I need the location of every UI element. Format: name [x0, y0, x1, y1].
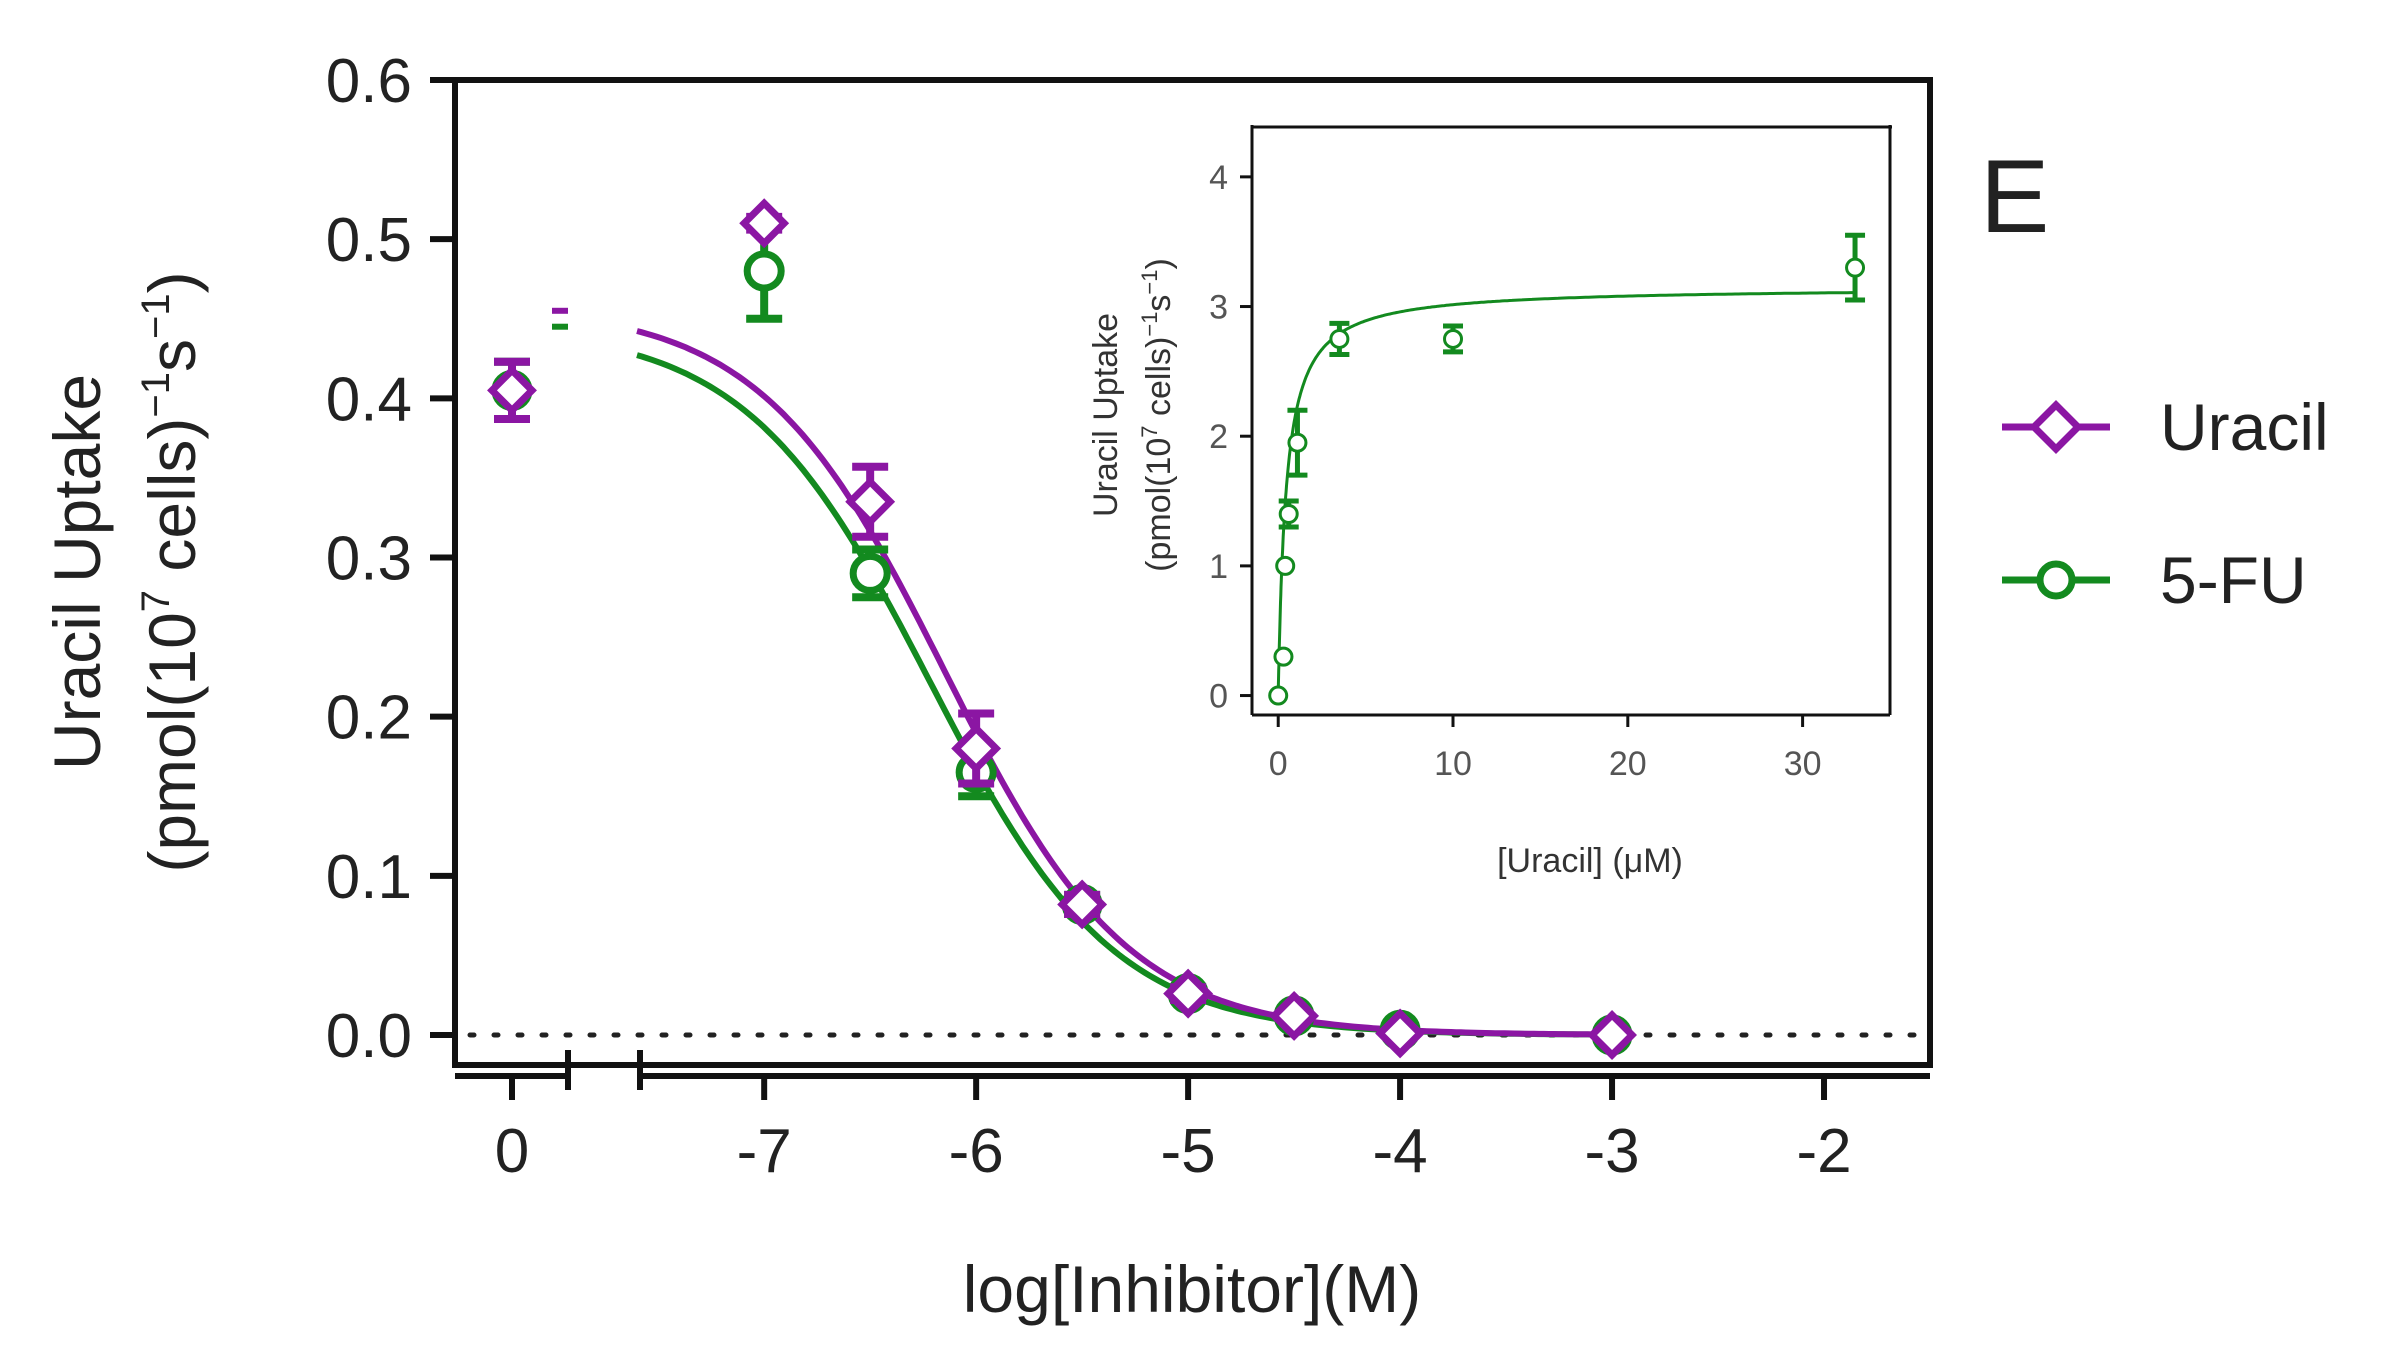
inset-x-axis-label: [Uracil] (μM) — [1497, 842, 1683, 880]
main-y-axis: 0.0 0.1 0.2 0.3 0.4 0.5 0.6 — [326, 47, 458, 1071]
main-y-tick-label: 0.5 — [326, 206, 412, 275]
main-y-tick-label: 0.1 — [326, 843, 412, 912]
main-y-tick-label: 0.0 — [326, 1002, 412, 1071]
main-x-tick-label: -3 — [1584, 1117, 1639, 1186]
point-uracil — [739, 198, 790, 249]
inset-y-tick-label: 3 — [1209, 289, 1228, 327]
inset-unit-superscript-neg1-b: −1 — [1137, 269, 1162, 294]
point-uracil — [845, 476, 896, 527]
main-x-tick-label: -5 — [1161, 1117, 1216, 1186]
point-uracil — [1269, 990, 1320, 1041]
inset-x-tick-label: 30 — [1784, 745, 1822, 783]
legend-item-5fu: 5-FU — [2002, 543, 2307, 617]
main-x-tick-label-control: 0 — [495, 1117, 529, 1186]
main-y-tick-label: 0.4 — [326, 365, 412, 434]
main-y-tick-label: 0.6 — [326, 47, 412, 116]
svg-text:(pmol(107 cells)−1s−1): (pmol(107 cells)−1s−1) — [134, 271, 209, 872]
main-fit-curves — [552, 307, 1612, 1038]
inset-x-tick-label: 20 — [1609, 745, 1647, 783]
control-point-uracil — [487, 365, 537, 416]
inset-point-5fu — [1268, 685, 1289, 706]
inset-unit-superscript-7: 7 — [1137, 425, 1162, 437]
inset-unit-superscript-neg1-a: −1 — [1137, 312, 1162, 337]
main-x-ticks: -7 -6 -5 -4 -3 -2 — [509, 1076, 1852, 1186]
inset-x-tick-label: 0 — [1269, 745, 1288, 783]
inset-point-5fu — [1275, 555, 1296, 576]
point-uracil — [1587, 1010, 1637, 1060]
legend-5fu-circle-icon — [2036, 560, 2076, 600]
main-y-axis-label: Uracil Uptake — [40, 374, 114, 770]
main-y-axis-unit: (pmol(107 cells)−1s−1) — [134, 271, 209, 872]
main-chart: 0.0 0.1 0.2 0.3 0.4 0.5 0.6 -7 -6 -5 -4 -3 -2 0 log… — [40, 47, 1933, 1326]
inset-x-ticks: 0 10 20 30 — [1269, 715, 1822, 783]
inset-unit-part-close: ) — [1140, 258, 1178, 269]
point-5-fu — [849, 552, 891, 594]
inset-unit-part-cells: cells) — [1140, 337, 1178, 426]
inset-plot-background — [1252, 125, 1890, 715]
inset-point-5fu — [1845, 257, 1866, 278]
inset-data-points — [1268, 232, 1866, 706]
legend-5fu-label: 5-FU — [2160, 543, 2307, 617]
main-y-tick-label: 0.3 — [326, 525, 412, 594]
point-uracil — [1163, 968, 1214, 1019]
main-x-tick-label: -2 — [1796, 1117, 1851, 1186]
unit-superscript-neg1-b: −1 — [134, 293, 178, 339]
inset-unit-part-1: (pmol(10 — [1140, 438, 1178, 572]
inset-y-tick-label: 0 — [1209, 678, 1228, 716]
inset-point-5fu — [1287, 432, 1308, 453]
point-uracil — [951, 723, 1002, 774]
inset-y-axis-unit: (pmol(107 cells)−1s−1) — [1137, 258, 1178, 572]
fit-curve-uracil — [636, 328, 1612, 1038]
inset-y-axis-label-line1: Uracil Uptake — [1087, 313, 1125, 517]
legend-uracil-label: Uracil — [2160, 390, 2329, 464]
point-uracil — [1057, 879, 1108, 930]
inset-unit-part-s: s — [1140, 295, 1178, 312]
unit-part-s: s — [135, 339, 209, 372]
inset-point-5fu — [1278, 504, 1299, 525]
legend: Uracil 5-FU — [2002, 390, 2329, 617]
inset-y-tick-label: 2 — [1209, 418, 1228, 456]
panel-label: E — [1980, 139, 2049, 255]
inset-y-tick-label: 4 — [1209, 159, 1228, 197]
inset-y-tick-label: 1 — [1209, 548, 1228, 586]
main-x-axis-label: log[Inhibitor](M) — [963, 1252, 1422, 1326]
main-x-axis — [455, 1050, 1930, 1090]
main-x-tick-label: -7 — [737, 1117, 792, 1186]
main-x-tick-label: -4 — [1373, 1117, 1428, 1186]
inset-point-5fu — [1273, 646, 1294, 667]
unit-superscript-neg1-a: −1 — [134, 372, 178, 418]
point-uracil — [1375, 1008, 1426, 1059]
unit-part-close: ) — [135, 271, 209, 293]
unit-part-1: (pmol(10 — [135, 612, 209, 872]
unit-superscript-7: 7 — [134, 590, 178, 612]
inset-fit-curve-5fu — [1276, 291, 1855, 696]
inset-fit-curve — [1276, 291, 1855, 696]
legend-uracil-diamond-icon — [2029, 400, 2083, 454]
main-data-points — [487, 198, 1637, 1060]
unit-part-cells: cells) — [135, 418, 209, 590]
main-y-tick-label: 0.2 — [326, 684, 412, 753]
inset-y-ticks: 0 1 2 3 4 — [1209, 159, 1252, 716]
point-5-fu — [743, 250, 785, 292]
main-y-axis-label-line1: Uracil Uptake — [40, 374, 114, 770]
main-x-tick-label: -6 — [949, 1117, 1004, 1186]
svg-text:(pmol(107 cells)−1s−1): (pmol(107 cells)−1s−1) — [1137, 258, 1178, 572]
inset-point-5fu — [1329, 328, 1350, 349]
legend-item-uracil: Uracil — [2002, 390, 2329, 464]
inset-x-tick-label: 10 — [1434, 745, 1472, 783]
inset-point-5fu — [1443, 328, 1464, 349]
inset-y-axis-label: Uracil Uptake — [1087, 313, 1125, 517]
inset-chart: 0 1 2 3 4 0 10 20 30 [Uracil] (μM) Uracil Uptak… — [1087, 125, 1892, 880]
